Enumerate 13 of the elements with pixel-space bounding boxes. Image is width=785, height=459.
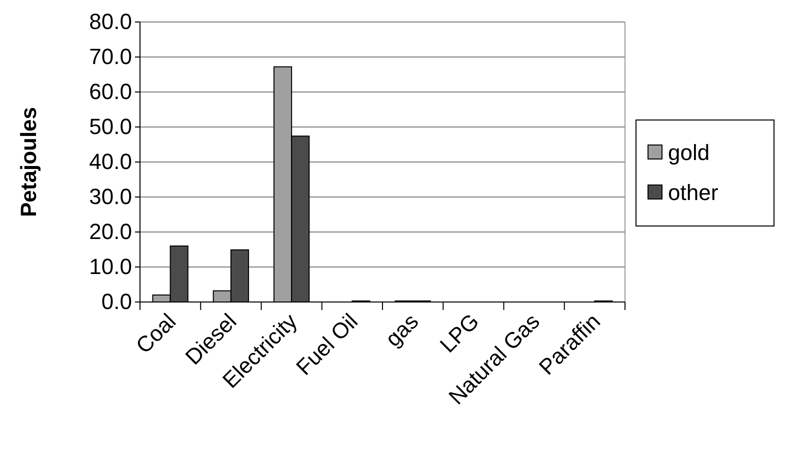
x-tick-label: gas [380, 308, 424, 352]
y-tick-label: 40.0 [89, 149, 132, 174]
y-tick-label: 70.0 [89, 44, 132, 70]
y-tick-label: 10.0 [89, 254, 132, 280]
legend-label: gold [668, 140, 710, 165]
y-tick-label: 50.0 [89, 114, 132, 140]
y-tick-label: 30.0 [89, 184, 132, 210]
y-tick-label: 20.0 [89, 219, 132, 244]
y-tick-label: 80.0 [89, 9, 132, 34]
legend-label: other [668, 180, 718, 205]
y-axis-title: Petajoules [16, 106, 41, 218]
y-tick-label: 60.0 [89, 79, 132, 104]
y-tick-label: 0.0 [101, 289, 132, 314]
